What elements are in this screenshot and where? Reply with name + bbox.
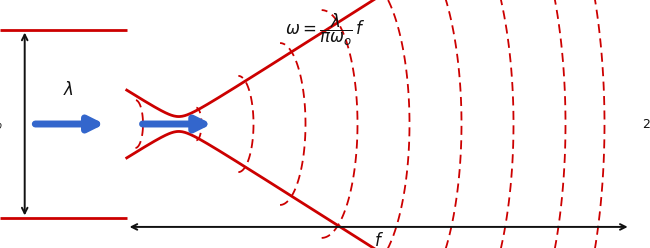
Text: $f$: $f$: [374, 232, 383, 248]
Text: $\lambda$: $\lambda$: [63, 81, 73, 99]
Text: $\omega = \dfrac{\lambda}{\pi\omega_o}\,f$: $\omega = \dfrac{\lambda}{\pi\omega_o}\,…: [285, 12, 365, 48]
Text: $2\omega$: $2\omega$: [642, 118, 650, 130]
Text: $2\omega_o$: $2\omega_o$: [0, 116, 3, 132]
